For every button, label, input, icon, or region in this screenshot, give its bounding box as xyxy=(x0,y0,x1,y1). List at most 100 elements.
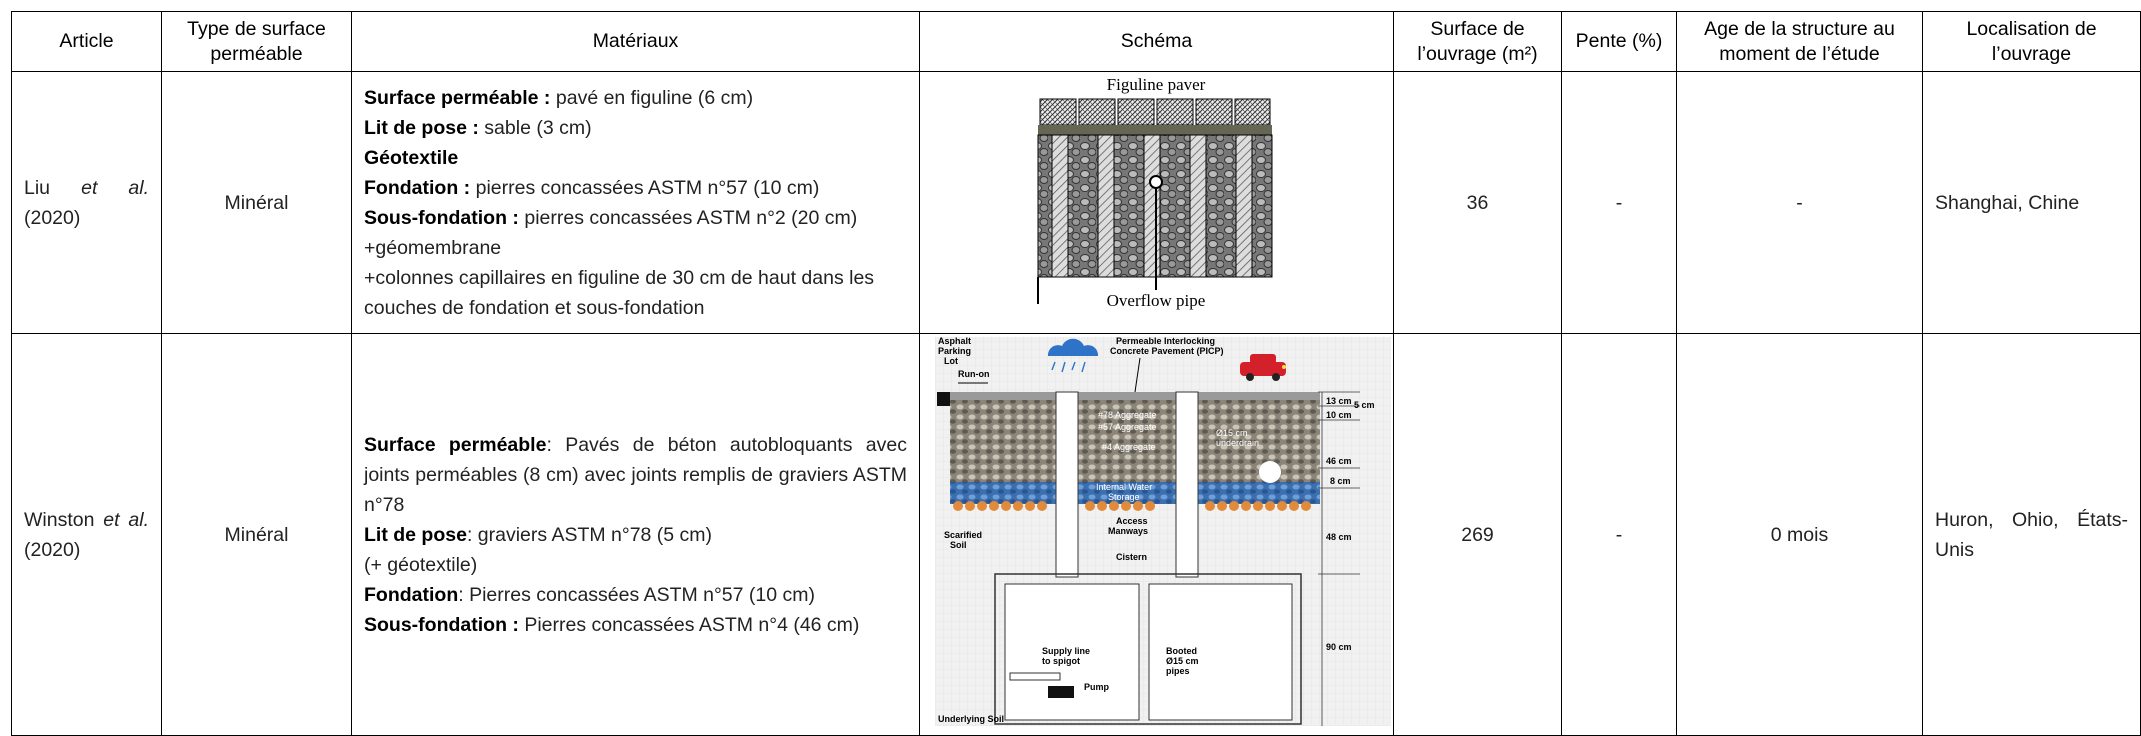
material-label: Surface perméable : xyxy=(364,86,551,109)
schema-figuline: Figuline paver Overflow pipe xyxy=(1037,75,1273,310)
header-cell: Localisation de l’ouvrage xyxy=(1922,11,2141,72)
schema-label: Booted xyxy=(1166,646,1197,656)
material-line: (+ géotextile) xyxy=(364,550,907,580)
schema-label: Access xyxy=(1116,516,1148,526)
schema-label: Asphalt xyxy=(938,336,971,346)
schema-picp: Asphalt Parking Lot Run-on Permeable Int… xyxy=(935,336,1391,726)
schema-label: #78 Aggregate xyxy=(1098,410,1157,420)
paver-layer xyxy=(1039,98,1271,126)
schema-label: Overflow pipe xyxy=(1107,291,1206,310)
schema-label: 5 cm xyxy=(1354,400,1375,410)
header-row: Article Type de surface perméable Matéri… xyxy=(11,11,2141,72)
schema-label: Internal Water xyxy=(1096,482,1152,492)
material-text: pavé en figuline (6 cm) xyxy=(555,86,754,109)
schema-label: Run-on xyxy=(958,369,990,379)
sand-layer xyxy=(1038,125,1272,135)
schema-label: Parking xyxy=(938,346,971,356)
article-cell: Winston et al. (2020) xyxy=(11,333,162,736)
material-text: : Pavés de béton autobloquants avec join… xyxy=(364,433,907,516)
header-cell: Article xyxy=(11,11,162,72)
schema-label: Soil xyxy=(950,540,967,550)
review-table: Article Type de surface perméable Matéri… xyxy=(11,11,2141,736)
schema-label: underdrain xyxy=(1216,438,1259,448)
type-cell: Minéral xyxy=(161,71,352,334)
material-text: pierres concassées ASTM n°57 (10 cm) xyxy=(475,176,820,199)
header-cell: Surface de l’ouvrage (m²) xyxy=(1393,11,1562,72)
schema-label: 10 cm xyxy=(1326,410,1352,420)
schema-label: Permeable Interlocking xyxy=(1116,336,1215,346)
page: Article Type de surface perméable Matéri… xyxy=(11,11,2141,736)
schema-label: #57 Aggregate xyxy=(1098,422,1157,432)
material-label: Sous-fondation : xyxy=(364,206,519,229)
surface-cell: 269 xyxy=(1393,333,1562,736)
material-text: pierres concassées ASTM n°2 (20 cm) xyxy=(524,206,858,229)
material-line: Lit de pose: graviers ASTM n°78 (5 cm) xyxy=(364,520,907,550)
material-label: Sous-fondation : xyxy=(364,613,519,636)
schema-label: Supply line xyxy=(1042,646,1090,656)
material-label: Lit de pose xyxy=(364,523,467,546)
material-line: +géomembrane xyxy=(364,233,907,263)
material-label: Géotextile xyxy=(364,146,459,169)
material-line: Lit de pose : sable (3 cm) xyxy=(364,113,907,143)
materials-cell: Surface perméable : pavé en figuline (6 c… xyxy=(351,71,920,334)
schema-cell: Figuline paver Overflow pipe xyxy=(919,71,1394,334)
schema-label: Concrete Pavement (PICP) xyxy=(1110,346,1224,356)
year: (2020) xyxy=(24,206,81,229)
etal: et al. xyxy=(103,508,149,531)
material-line: Géotextile xyxy=(364,143,907,173)
material-text: : Pierres concassées ASTM n°57 (10 cm) xyxy=(458,583,815,606)
schema-label: pipes xyxy=(1166,666,1190,676)
material-line: Sous-fondation : Pierres concassées ASTM … xyxy=(364,610,907,640)
material-label: Fondation xyxy=(364,583,459,606)
article-cell: Liu et al. (2020) xyxy=(11,71,162,334)
material-text: sable (3 cm) xyxy=(484,116,592,139)
row: Liu et al. (2020) Minéral Surface perméa… xyxy=(11,71,2141,334)
header-cell: Age de la structure au moment de l’étude xyxy=(1676,11,1923,72)
schema-label: Manways xyxy=(1108,526,1148,536)
material-line: Sous-fondation : pierres concassées ASTM … xyxy=(364,203,907,233)
material-text: (+ géotextile) xyxy=(364,553,478,576)
material-line: +colonnes capillaires en figuline de 30 … xyxy=(364,263,907,323)
header-cell: Type de surface perméable xyxy=(161,11,352,72)
row: Winston et al. (2020) Minéral Surface pe… xyxy=(11,333,2141,736)
material-line: Fondation: Pierres concassées ASTM n°57 … xyxy=(364,580,907,610)
surface-cell: 36 xyxy=(1393,71,1562,334)
capillary-columns xyxy=(1051,134,1253,278)
schema-label: Ø15 cm xyxy=(1166,656,1199,666)
material-label: Surface perméable xyxy=(364,433,547,456)
material-line: Fondation : pierres concassées ASTM n°57 … xyxy=(364,173,907,203)
age-cell: 0 mois xyxy=(1676,333,1923,736)
material-line: Surface perméable : pavé en figuline (6 c… xyxy=(364,83,907,113)
material-text: +colonnes capillaires en figuline de 30 … xyxy=(364,266,875,319)
schema-cell: Asphalt Parking Lot Run-on Permeable Int… xyxy=(919,333,1394,736)
etal: et al. xyxy=(81,176,150,199)
location-cell: Huron, Ohio, États-Unis xyxy=(1922,333,2141,736)
schema-label: Lot xyxy=(944,356,958,366)
schema-label: #4 Aggregate xyxy=(1102,442,1156,452)
author: Liu xyxy=(24,176,51,199)
material-text: +géomembrane xyxy=(364,236,502,259)
schema-label: Storage xyxy=(1108,492,1140,502)
author: Winston xyxy=(24,508,95,531)
header-cell: Pente (%) xyxy=(1561,11,1677,72)
year: (2020) xyxy=(24,538,81,561)
schema-label: 13 cm xyxy=(1326,396,1352,406)
schema-label: to spigot xyxy=(1042,656,1080,666)
header-cell: Matériaux xyxy=(351,11,920,72)
material-label: Fondation : xyxy=(364,176,471,199)
pente-cell: - xyxy=(1561,333,1677,736)
type-cell: Minéral xyxy=(161,333,352,736)
material-text: Pierres concassées ASTM n°4 (46 cm) xyxy=(524,613,860,636)
schema-label: Pump xyxy=(1084,682,1110,692)
schema-label: 46 cm xyxy=(1326,456,1352,466)
schema-label: Scarified xyxy=(944,530,982,540)
schema-label: Ø15 cm xyxy=(1216,428,1248,438)
schema-label: 8 cm xyxy=(1330,476,1351,486)
schema-label: 90 cm xyxy=(1326,642,1352,652)
schema-label: Figuline paver xyxy=(1107,75,1206,94)
material-text: : graviers ASTM n°78 (5 cm) xyxy=(466,523,713,546)
age-cell: - xyxy=(1676,71,1923,334)
schema-label: Underlying Soil xyxy=(938,714,1004,724)
schema-label: Cistern xyxy=(1116,552,1147,562)
header-cell: Schéma xyxy=(919,11,1394,72)
